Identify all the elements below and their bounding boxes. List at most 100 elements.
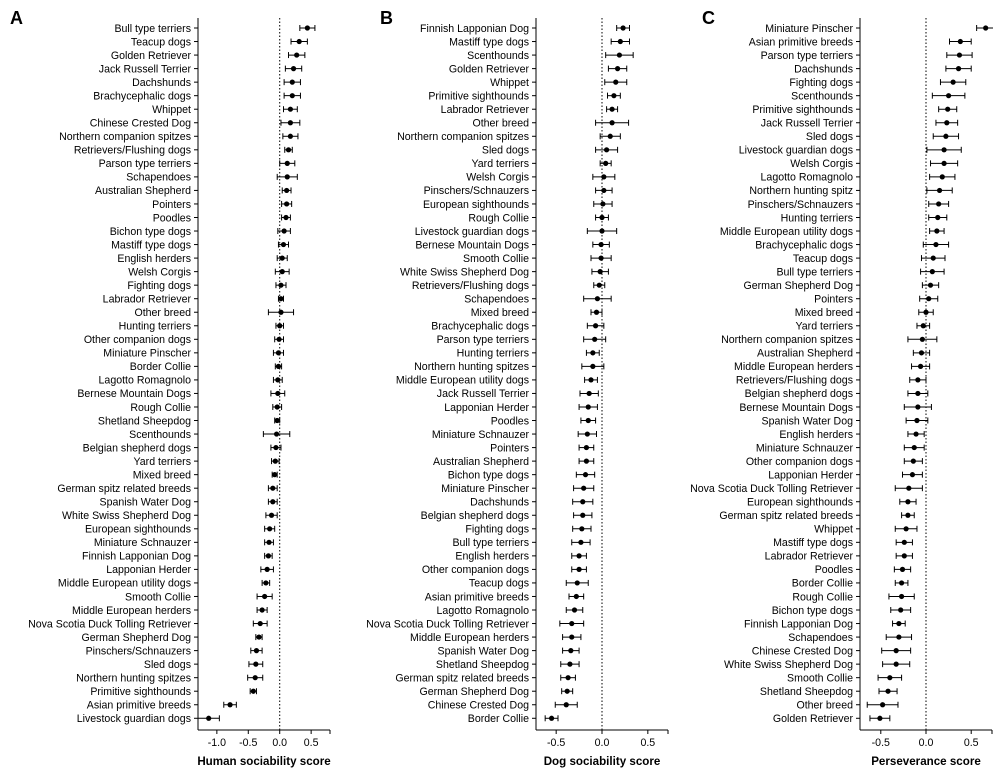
estimate-point [584,431,590,437]
category-label: Scenthounds [791,90,853,102]
category-label: Schapendoes [126,172,191,184]
x-tick-label: 0.5 [964,737,979,749]
estimate-point [264,566,270,573]
category-label: Parson type terriers [437,334,529,346]
category-label: Retrievers/Flushing dogs [736,375,853,387]
estimate-point [287,133,293,139]
estimate-point [580,499,586,505]
estimate-point [903,526,909,532]
estimate-point [943,133,949,139]
category-label: Yard terriers [134,456,192,468]
category-label: Parson type terriers [99,158,191,170]
estimate-point [901,539,907,545]
category-label: Finnish Lapponian Dog [82,551,191,563]
category-label: Jack Russell Terrier [761,118,854,130]
category-label: German Shepherd Dog [743,280,853,292]
category-label: Retrievers/Flushing dogs [412,280,529,292]
estimate-point [277,323,283,329]
estimate-point [565,675,571,681]
category-label: Bull type terriers [452,537,529,549]
estimate-point [901,553,907,559]
category-label: Northern hunting spitz [749,185,853,197]
category-label: Other companion dogs [84,334,191,346]
category-label: Primitive sighthounds [90,686,191,698]
panel-letter: C [702,8,715,28]
estimate-point [263,580,269,586]
estimate-point [257,620,263,627]
estimate-point [272,458,278,464]
category-label: Golden Retriever [773,713,854,725]
estimate-point [915,377,921,383]
estimate-point [256,634,262,640]
category-label: Schapendoes [788,632,853,644]
estimate-point [563,702,569,708]
estimate-point [567,661,573,667]
category-label: Mastiff type dogs [449,36,529,48]
estimate-point [597,269,603,275]
estimate-point [576,553,582,559]
estimate-point [598,241,604,248]
category-label: Other breed [472,118,529,130]
category-label: Bernese Mountain Dogs [77,388,191,400]
estimate-point [609,106,615,112]
panel-c: C -0.5 0.0 0.5 Perseverance score Miniature P… [690,8,993,768]
category-label: Dachshunds [470,497,529,509]
estimate-point [929,269,935,275]
category-label: Middle European utility dogs [58,578,191,590]
x-axis-title: Perseverance score [871,755,981,768]
estimate-point [275,363,282,369]
estimate-point [939,174,945,180]
estimate-point [614,66,621,72]
category-label: Chinese Crested Dog [752,645,853,657]
category-label: Northern companion spitzes [59,131,191,143]
estimate-point [583,444,590,451]
category-label: Retrievers/Flushing dogs [74,145,191,157]
category-label: Bernese Mountain Dogs [415,239,529,251]
category-label: Miniature Pinscher [441,483,529,495]
estimate-point [930,255,936,261]
category-label: Miniature Pinscher [103,348,191,360]
category-label: White Swiss Shepherd Dog [724,659,853,671]
estimate-point [592,336,598,342]
estimate-point [880,702,886,708]
category-label: Welsh Corgis [790,158,853,170]
category-label: Middle European utility dogs [396,375,529,387]
estimate-point [268,512,275,518]
estimate-point [927,282,934,288]
category-label: Bull type terriers [114,23,191,35]
estimate-point [603,147,610,153]
category-label: Bichon type dogs [110,226,191,238]
category-label: Northern hunting spitzes [414,361,529,373]
category-label: Northern hunting spitzes [76,672,191,684]
category-label: Other breed [796,700,853,712]
estimate-point [273,431,280,437]
category-label: Belgian shepherd dogs [745,388,853,400]
estimate-point [600,201,606,207]
category-label: Lagotto Romagnolo [99,375,192,387]
category-label: Chinese Crested Dog [90,118,191,130]
estimate-point [585,417,591,424]
estimate-point [598,255,604,261]
category-label: Northern companion spitzes [397,131,529,143]
category-label: German spitz related breeds [719,510,853,522]
estimate-point [206,715,212,721]
estimate-point [590,363,596,369]
estimate-point [285,147,292,153]
category-label: Nova Scotia Duck Tolling Retriever [690,483,853,495]
estimate-point [574,580,580,586]
category-label: Pinschers/Schnauzers [748,199,853,211]
estimate-point [920,323,926,329]
estimate-point [267,526,273,532]
category-label: Spanish Water Dog [762,415,854,427]
estimate-point [893,661,899,667]
category-label: Livestock guardian dogs [77,713,191,725]
estimate-point [585,404,591,410]
estimate-point [593,309,600,315]
x-axis-title: Human sociability score [197,755,331,768]
estimate-point [983,25,989,31]
estimate-point [278,296,284,302]
category-label: Pointers [152,199,191,211]
category-label: Fighting dogs [465,524,529,536]
estimate-point [280,241,287,248]
